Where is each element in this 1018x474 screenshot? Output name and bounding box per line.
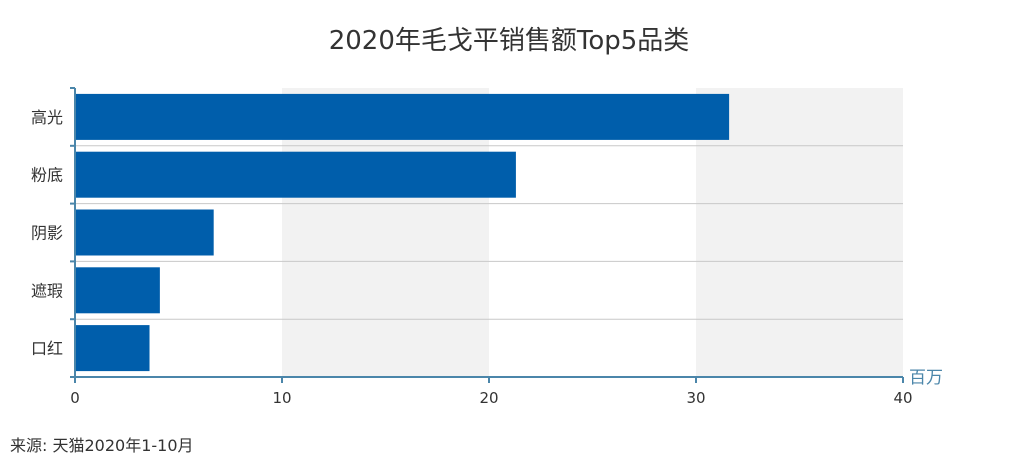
category-label: 粉底 [31, 166, 63, 185]
bar[interactable] [75, 267, 160, 314]
category-label: 遮瑕 [31, 281, 63, 300]
bar[interactable] [75, 325, 150, 372]
axes [70, 87, 904, 383]
bar[interactable] [75, 93, 730, 140]
source-note: 来源: 天猫2020年1-10月 [10, 436, 194, 455]
x-tick-label: 30 [686, 389, 705, 407]
x-axis-unit-label: 百万 [909, 368, 943, 388]
x-tick-label: 0 [70, 389, 80, 407]
x-tick-label: 20 [479, 389, 498, 407]
category-label: 口红 [31, 339, 63, 358]
bar[interactable] [75, 151, 516, 198]
category-separators [75, 145, 903, 320]
category-label: 阴影 [31, 224, 63, 243]
x-tick-label: 40 [893, 389, 912, 407]
grid-band [696, 88, 903, 377]
chart-title: 2020年毛戈平销售额Top5品类 [328, 26, 690, 56]
bar[interactable] [75, 209, 214, 256]
bars [75, 93, 730, 372]
category-label: 高光 [31, 108, 63, 127]
x-tick-label: 10 [272, 389, 291, 407]
